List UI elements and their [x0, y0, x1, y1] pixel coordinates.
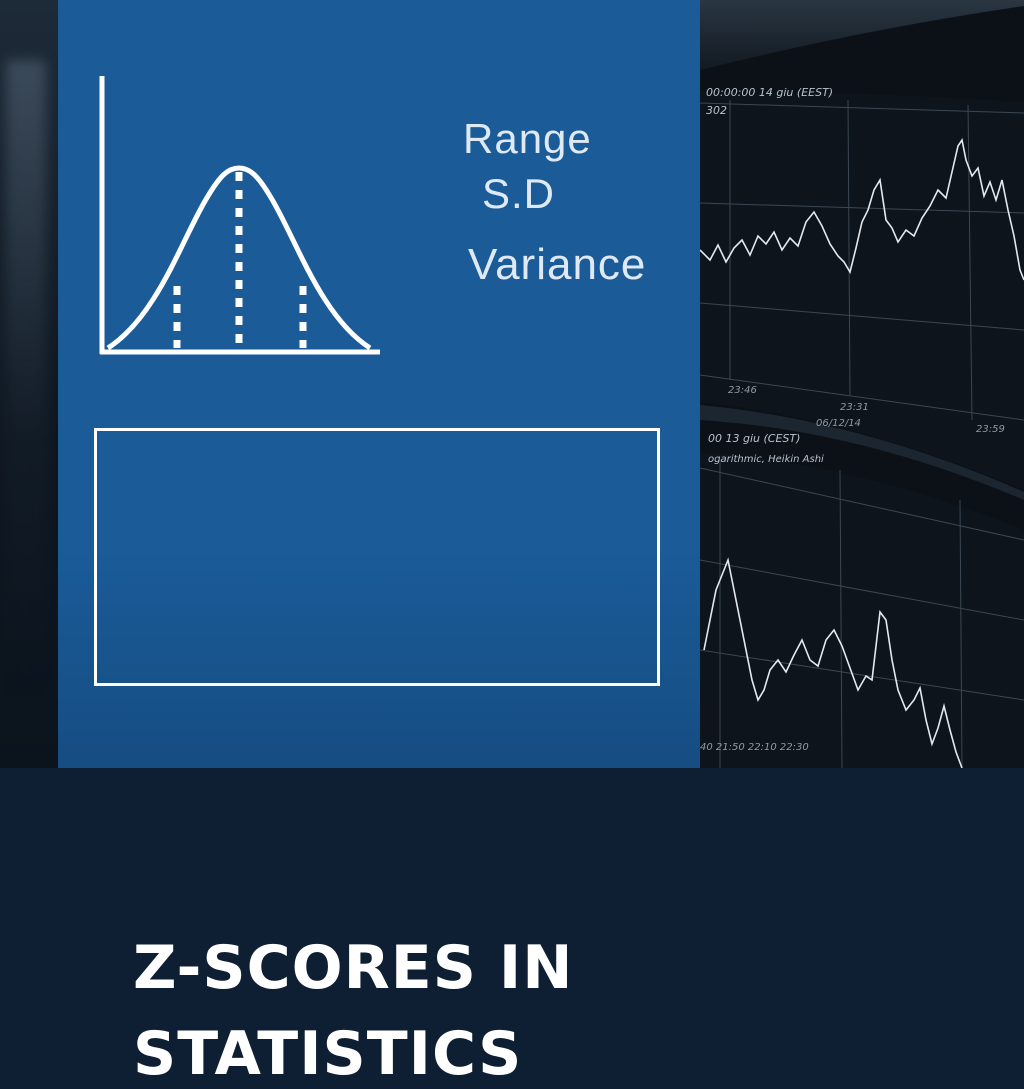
title-frame: Z-SCORES IN STATISTICS	[94, 428, 660, 1089]
lower-chart-header: 00 13 giu (CEST)	[708, 432, 801, 445]
upper-tick-1: 23:46	[728, 385, 757, 396]
upper-chart-panel	[700, 90, 1024, 490]
monitor-bezel-middle	[700, 405, 1024, 500]
upper-tick-2: 23:31	[840, 402, 869, 413]
upper-tick-4: 23:59	[976, 424, 1005, 435]
panel-shade	[58, 548, 700, 768]
lower-chart-subheader: ogarithmic, Heikin Ashi	[708, 454, 824, 465]
title-panel: Range S.D Variance Z-SCORES IN STATISTIC…	[58, 0, 700, 1089]
background-blur	[6, 60, 46, 700]
title-line-2: STATISTICS	[133, 1019, 523, 1089]
term-range: Range	[463, 115, 592, 162]
upper-chart-header: 00:00:00 14 giu (EEST)	[706, 86, 834, 99]
upper-chart-value: 302	[706, 104, 727, 117]
title-line-1: Z-SCORES IN	[133, 933, 574, 1003]
upper-tick-3: 06/12/14	[816, 418, 861, 429]
monitor-bezel-top	[700, 0, 1024, 70]
normal-distribution-icon	[99, 76, 380, 355]
term-variance: Variance	[468, 240, 647, 289]
background-trading-monitor: 00:00:00 14 giu (EEST) 302 23:46 23:31 0…	[700, 0, 1024, 768]
background-left-edge	[0, 0, 58, 768]
lower-chart-panel	[700, 452, 1024, 768]
term-sd: S.D	[482, 170, 556, 217]
lower-ticks: 40 21:50 22:10 22:30	[700, 742, 809, 753]
monitor-screen	[700, 0, 1024, 768]
